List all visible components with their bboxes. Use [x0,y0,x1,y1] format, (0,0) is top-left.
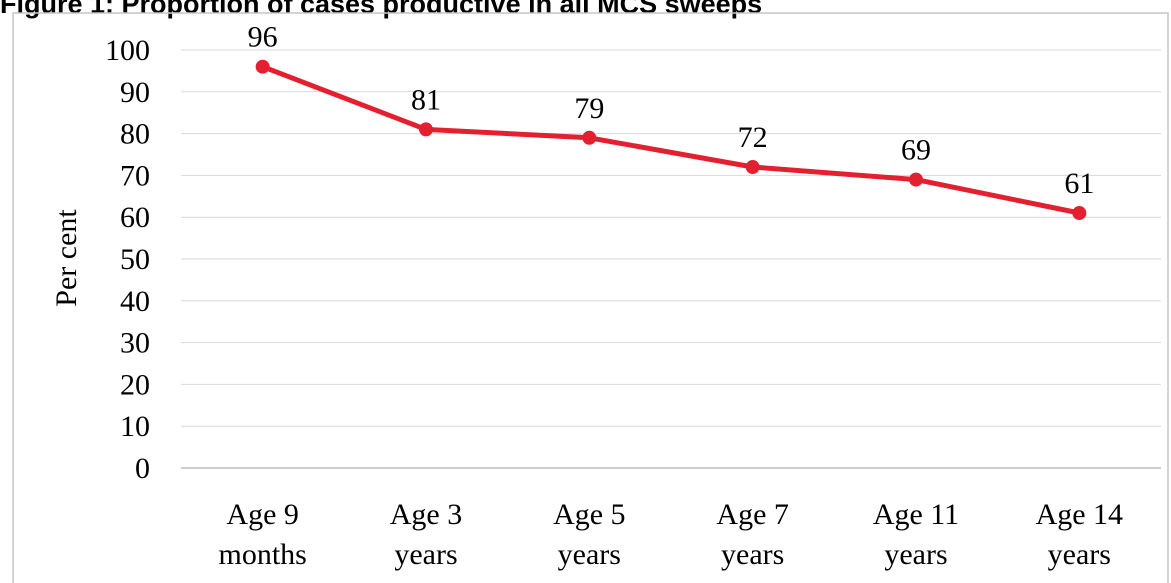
x-tick-label-0-line-1: months [218,538,306,571]
x-tick-label-4-line-1: years [884,538,947,571]
y-tick-label-90: 90 [120,76,150,109]
y-axis-ticks: 0 10 20 30 40 50 60 70 80 90 100 [105,34,150,485]
x-tick-label-1-line-0: Age 3 [390,498,462,531]
y-tick-label-80: 80 [120,118,150,151]
data-label-1: 81 [411,83,441,116]
data-label-3: 72 [738,121,768,154]
chart-frame [12,12,1169,583]
y-tick-label-100: 100 [105,34,150,67]
x-tick-label-5-line-0: Age 14 [1036,498,1123,531]
y-tick-label-20: 20 [120,368,150,401]
data-label-2: 79 [574,92,604,125]
x-tick-label-2-line-1: years [558,538,621,571]
data-labels: 96 81 79 72 69 61 [248,21,1095,200]
data-point-3 [745,160,760,175]
series-layer [255,59,1087,221]
figure-title: Figure 1: Proportion of cases productive… [0,0,763,19]
x-tick-label-3-line-0: Age 7 [716,498,788,531]
x-tick-label-0-line-0: Age 9 [226,498,298,531]
data-point-0 [255,59,270,74]
y-tick-label-60: 60 [120,201,150,234]
data-label-4: 69 [901,134,931,167]
x-tick-label-3-line-1: years [721,538,784,571]
x-tick-label-4-line-0: Age 11 [873,498,959,531]
y-tick-label-40: 40 [120,285,150,318]
data-point-5 [1072,206,1087,221]
y-axis-label: Per cent [50,209,83,307]
data-point-4 [909,172,923,187]
x-tick-label-2-line-0: Age 5 [553,498,625,531]
data-point-1 [419,122,433,137]
series-line-0 [260,64,1082,216]
y-tick-label-10: 10 [120,410,150,443]
data-label-5: 61 [1064,167,1094,200]
y-tick-label-0: 0 [135,452,150,485]
data-label-0: 96 [248,21,278,54]
y-tick-label-50: 50 [120,243,150,276]
data-point-2 [582,130,597,145]
x-tick-label-1-line-1: years [394,538,457,571]
y-tick-label-70: 70 [120,159,150,192]
x-tick-label-5-line-1: years [1048,538,1111,571]
gridlines [181,49,1161,469]
y-tick-label-30: 30 [120,327,150,360]
x-axis-ticks: Age 9 months Age 3 years Age 5 years Age 7 year… [218,498,1123,571]
